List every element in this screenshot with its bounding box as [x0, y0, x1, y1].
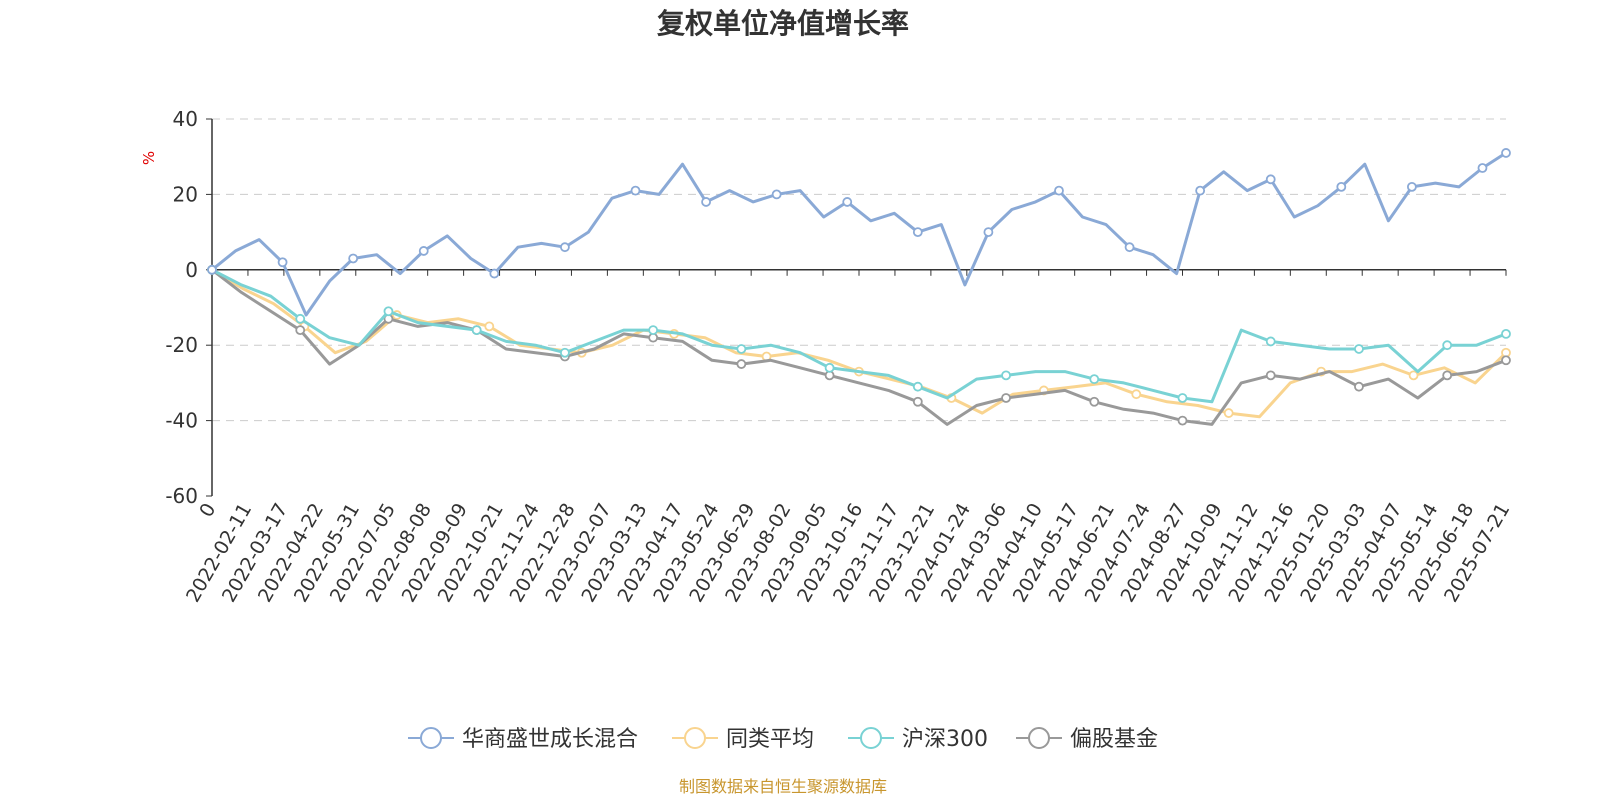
series-line [211, 268, 1508, 419]
data-point [912, 381, 923, 392]
y-tick-label: -60 [165, 484, 198, 508]
data-point [701, 197, 711, 207]
legend[interactable]: 华商盛世成长混合 同类平均 沪深300 偏股基金 [408, 727, 1158, 752]
series-layer [207, 148, 1511, 426]
y-axis-ticks: 40 20 0 -20 -40 -60 [165, 107, 212, 508]
data-point [1336, 181, 1347, 192]
source-note: 制图数据来自恒生聚源数据库 [679, 777, 887, 796]
legend-marker-icon [860, 727, 882, 749]
data-point [277, 257, 288, 268]
legend-label: 同类平均 [726, 727, 814, 752]
y-tick-label: 0 [185, 258, 198, 282]
data-point [771, 189, 782, 200]
data-point [295, 325, 306, 336]
legend-marker-icon [1028, 727, 1050, 749]
legend-item[interactable]: 沪深300 [848, 727, 988, 752]
data-point [912, 227, 923, 238]
data-point [1265, 370, 1276, 381]
legend-marker-icon [420, 727, 442, 749]
data-point [1223, 408, 1234, 418]
legend-label: 华商盛世成长混合 [462, 727, 638, 752]
data-point [1408, 370, 1419, 381]
data-point [484, 321, 495, 332]
data-point [348, 253, 359, 264]
data-point [489, 268, 500, 279]
data-point [207, 264, 217, 275]
data-point [560, 347, 570, 358]
data-point [1265, 336, 1276, 347]
y-tick-label: 40 [173, 107, 198, 131]
series-line [211, 268, 1507, 404]
legend-item[interactable]: 同类平均 [672, 727, 814, 752]
data-point [1054, 185, 1064, 196]
chart-title: 复权单位净值增长率 [657, 7, 909, 40]
data-point [912, 396, 923, 407]
y-tick-label: 20 [173, 182, 198, 206]
y-unit-label: % [140, 151, 158, 165]
data-point [295, 313, 306, 324]
data-point [1089, 374, 1100, 385]
data-point [1406, 181, 1417, 192]
data-point [1177, 415, 1188, 426]
data-point [824, 362, 835, 373]
legend-item[interactable]: 偏股基金 [1016, 727, 1158, 752]
data-point [630, 185, 641, 196]
data-point [1354, 344, 1364, 354]
x-tick-label: 0 [195, 500, 220, 521]
data-point [1177, 393, 1188, 403]
data-point [1501, 355, 1511, 366]
data-point [1354, 381, 1364, 392]
legend-marker-icon [684, 727, 706, 749]
data-point [471, 325, 482, 336]
y-tick-label: -40 [165, 409, 198, 433]
data-point [1131, 389, 1142, 400]
data-point [560, 242, 570, 253]
data-point [1124, 242, 1135, 253]
data-point [1265, 174, 1276, 185]
data-point [736, 344, 747, 354]
data-point [1089, 396, 1100, 407]
data-point [1001, 370, 1011, 381]
data-point [1501, 148, 1511, 158]
y-tick-label: -20 [165, 333, 198, 357]
legend-item[interactable]: 华商盛世成长混合 [408, 727, 638, 752]
series-line [211, 151, 1507, 317]
data-point [1442, 340, 1453, 351]
legend-label: 沪深300 [902, 727, 988, 752]
data-point [842, 197, 853, 207]
legend-label: 偏股基金 [1070, 727, 1158, 752]
data-point [648, 325, 659, 336]
data-point [983, 227, 994, 238]
data-point [1477, 163, 1488, 173]
data-point [1501, 328, 1511, 339]
grid-layer [211, 118, 1506, 496]
data-point [1442, 370, 1453, 381]
data-point [736, 359, 747, 369]
data-point [418, 246, 429, 256]
data-point [383, 306, 394, 317]
data-point [1195, 185, 1206, 196]
data-point [1001, 393, 1011, 403]
